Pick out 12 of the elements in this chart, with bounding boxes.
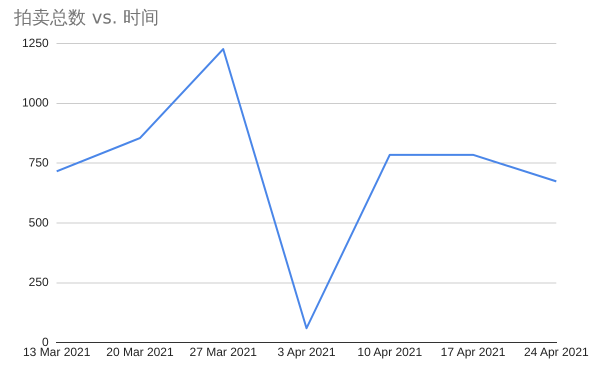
y-tick-label: 500: [28, 215, 50, 230]
x-tick-label: 17 Apr 2021: [440, 345, 506, 360]
x-tick-label: 27 Mar 2021: [190, 345, 258, 360]
chart-title: 拍卖总数 vs. 时间: [13, 7, 160, 28]
y-tick-label: 1000: [22, 96, 50, 110]
y-tick-label: 750: [28, 156, 50, 170]
x-tick-label: 3 Apr 2021: [277, 345, 336, 360]
y-tick-label: 250: [28, 275, 50, 290]
x-tick-label: 20 Mar 2021: [106, 345, 174, 360]
y-tick-label: 1250: [22, 36, 50, 50]
x-tick-label: 10 Apr 2021: [357, 345, 422, 360]
x-tick-label: 24 Apr 2021: [524, 345, 589, 360]
